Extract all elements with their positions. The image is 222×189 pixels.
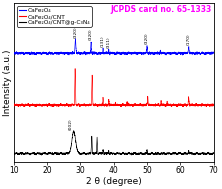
- Text: JCPDS card no. 65-1333: JCPDS card no. 65-1333: [110, 5, 212, 14]
- Text: (002): (002): [68, 118, 72, 130]
- X-axis label: 2 θ (degree): 2 θ (degree): [86, 177, 142, 186]
- Text: (320): (320): [89, 29, 93, 40]
- Text: (170): (170): [187, 34, 191, 45]
- Text: (320): (320): [73, 26, 77, 38]
- Legend: CaFe₂O₄, CaFe₂O₄/CNT, CaFe₂O₄/CNT@g-C₃N₄: CaFe₂O₄, CaFe₂O₄/CNT, CaFe₂O₄/CNT@g-C₃N₄: [17, 6, 92, 26]
- Text: (311): (311): [107, 36, 111, 48]
- Text: (131): (131): [101, 35, 105, 47]
- Text: (320): (320): [145, 32, 149, 44]
- Y-axis label: Intensity (a.u.): Intensity (a.u.): [4, 50, 12, 116]
